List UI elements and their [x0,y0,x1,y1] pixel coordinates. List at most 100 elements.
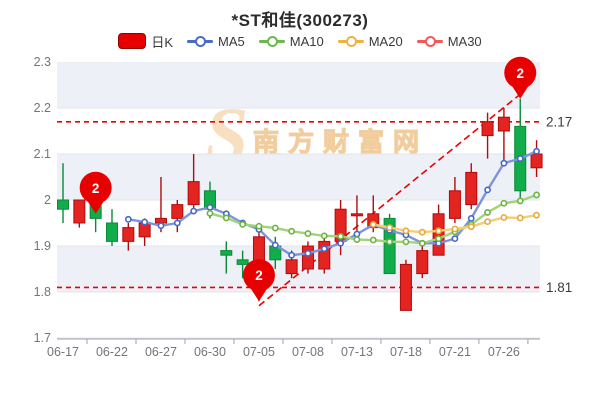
legend-item-ma20[interactable]: MA20 [337,33,403,49]
x-axis-label: 06-30 [194,345,226,359]
candle-06-23[interactable] [122,223,135,251]
ma20-marker [533,211,540,219]
legend-item-ma10[interactable]: MA10 [258,34,324,49]
y-axis-label: 1.9 [34,239,51,253]
pin-tail [249,287,268,302]
ma5-marker [467,214,475,222]
ma5-marker [451,235,459,243]
ma5-marker [320,245,328,253]
candle-07-01[interactable] [220,241,233,274]
candle-07-11[interactable] [318,236,331,274]
ma20-marker [484,218,491,226]
event-marker-pin[interactable]: 2 [504,56,537,99]
ma10-marker [516,197,524,205]
candle-body [497,116,510,132]
candle-body [350,213,363,217]
ma10-marker [255,222,263,230]
candle-07-08[interactable] [301,241,314,274]
ma20-marker [500,214,508,221]
ma5-marker [271,241,279,249]
ma5-marker [533,147,540,155]
grid-band [57,246,540,292]
candle-body [187,181,200,206]
candle-body [73,199,86,224]
candle-body [122,227,135,242]
event-marker-pin[interactable]: 2 [242,259,275,302]
ma5-marker [516,155,524,162]
candle-body [318,240,331,270]
ma5-marker [124,215,132,223]
ma10-marker [288,227,296,235]
candle-07-13[interactable] [350,195,363,233]
ma5-marker [337,239,345,247]
pin-label: 2 [255,268,263,283]
ma10-marker [206,209,214,217]
candle-06-28[interactable] [171,200,184,233]
ma10-marker [353,236,361,243]
pin-circle [79,171,112,204]
candle-07-04[interactable] [236,250,249,279]
ma10-marker [320,232,328,240]
ma5-marker [190,207,198,215]
ma10-marker [304,230,312,237]
candle-06-17[interactable] [57,163,69,223]
x-axis-label: 07-26 [488,345,520,359]
ma5-marker [157,222,165,230]
legend-label: MA5 [218,33,245,49]
page-title: *ST和佳(300273) [231,11,369,30]
x-axis-label: 07-08 [292,345,324,359]
ma-line-icon [416,36,443,47]
x-axis-label: 07-13 [341,345,373,359]
ma5-marker [353,230,361,238]
pin-tail [86,199,105,214]
legend-item-k[interactable]: 日K [118,32,173,51]
candle-body [465,171,478,206]
resistance-line-label: 2.17 [546,114,572,129]
event-marker-pin[interactable]: 2 [79,171,112,214]
candle-body [154,217,167,224]
candle-07-18[interactable] [399,259,412,311]
candle-07-26[interactable] [497,108,510,164]
candle-body [448,190,461,219]
support-line-label: 1.81 [546,280,572,295]
candle-07-22[interactable] [465,163,478,210]
ma10-marker [337,232,345,240]
ma5-marker [141,218,149,226]
ma10-marker [533,191,540,199]
x-axis-label: 07-21 [439,345,471,359]
legend-item-ma30[interactable]: MA30 [416,34,482,49]
pin-circle [504,56,537,89]
ma10-marker [418,239,426,247]
candle-07-25[interactable] [481,112,494,159]
y-axis-label: 2 [44,193,51,207]
chart-legend: 日K MA5 MA10 MA20 MA30 [0,31,600,51]
ma10-marker [271,224,279,232]
pin-tail [511,84,530,99]
legend-item-ma5[interactable]: MA5 [187,34,245,49]
y-axis-label: 1.7 [34,331,51,345]
x-axis-label: 06-17 [47,345,79,359]
candle-06-22[interactable] [105,209,118,246]
ma20-marker [467,223,475,231]
candle-body [285,259,298,275]
y-axis-label: 2.1 [34,147,51,161]
candle-07-21[interactable] [448,177,461,223]
candle-body [57,199,69,210]
x-axis-label: 07-18 [390,345,422,359]
ma20-marker [418,228,426,236]
candle-body [530,153,543,169]
legend-label: MA20 [368,33,403,49]
candle-06-20[interactable] [73,199,86,228]
candle-06-29[interactable] [187,154,200,214]
candle-body [383,217,396,275]
candle-body [432,213,445,256]
y-axis-label: 2.3 [34,55,51,69]
candle-07-19[interactable] [416,246,429,279]
ma10-marker [222,214,230,222]
ma10-marker [435,235,442,243]
ma5-marker [484,186,491,194]
ma5-marker [173,219,181,227]
candle-07-27[interactable] [514,98,527,200]
